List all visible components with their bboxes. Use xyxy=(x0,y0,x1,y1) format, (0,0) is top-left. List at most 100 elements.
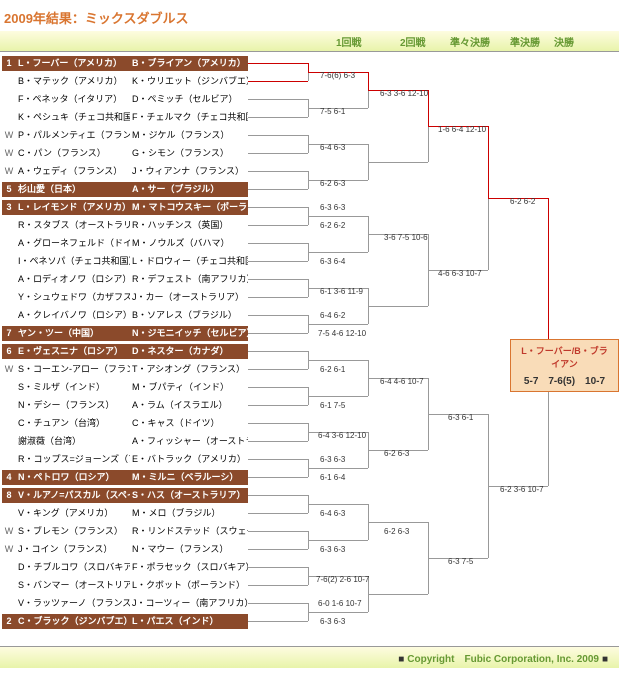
player1: R・スタブス（オーストラリア） xyxy=(16,218,130,233)
player1: 謝淑薇（台湾） xyxy=(16,434,130,449)
seed: W xyxy=(2,146,16,161)
bracket-line xyxy=(248,621,308,622)
bracket-line xyxy=(368,594,428,595)
player2: C・キャス（ドイツ） xyxy=(130,416,248,431)
player1: V・ラッツァーノ（フランス） xyxy=(16,596,130,611)
bracket-line xyxy=(308,360,368,361)
player1: P・パルメンティエ（フランス） xyxy=(16,128,130,143)
pair-row: WS・ブレモン（フランス）R・リンドステッド（スウェーデン） xyxy=(2,524,248,539)
bracket: 1L・フーバー（アメリカ）B・ブライアン（アメリカ）B・マテック（アメリカ）K・… xyxy=(0,56,619,646)
player1: S・コーエン-アロー（フランス） xyxy=(16,362,130,377)
seed xyxy=(2,434,16,449)
seed: 8 xyxy=(2,488,16,503)
player1: K・ペシュキ（チェコ共和国） xyxy=(16,110,130,125)
seed xyxy=(2,398,16,413)
bracket-line xyxy=(308,540,368,541)
player1: A・グローネフェルド（ドイツ） xyxy=(16,236,130,251)
seed xyxy=(2,74,16,89)
player1: A・クレイバノワ（ロシア） xyxy=(16,308,130,323)
seed xyxy=(2,452,16,467)
bracket-line xyxy=(248,531,308,532)
player2: G・シモン（フランス） xyxy=(130,146,248,161)
seed xyxy=(2,254,16,269)
bracket-line xyxy=(248,459,308,460)
bracket-line xyxy=(248,243,308,244)
score: 6-4 6-3 xyxy=(320,509,345,518)
seed xyxy=(2,272,16,287)
score: 6-3 7-5 xyxy=(448,557,473,566)
bracket-line xyxy=(308,468,368,469)
winner-name: L・フーバー/B・ブライアン xyxy=(517,344,612,370)
seed xyxy=(2,110,16,125)
bracket-line xyxy=(308,252,368,253)
score: 6-2 6-3 xyxy=(384,527,409,536)
player1: C・チュアン（台湾） xyxy=(16,416,130,431)
bracket-line xyxy=(248,135,308,136)
score: 7-6(2) 2-6 10-7 xyxy=(316,575,369,584)
score: 6-2 6-3 xyxy=(384,449,409,458)
player1: S・バンマー（オーストリア） xyxy=(16,578,130,593)
player2: R・デフェスト（南アフリカ） xyxy=(130,272,248,287)
player2: M・メロ（ブラジル） xyxy=(130,506,248,521)
pair-row: C・チュアン（台湾）C・キャス（ドイツ） xyxy=(2,416,248,431)
bracket-line xyxy=(248,369,308,370)
pair-row: WP・パルメンティエ（フランス）M・ジケル（フランス） xyxy=(2,128,248,143)
player2: E・バトラック（アメリカ） xyxy=(130,452,248,467)
player2: M・マトコウスキー（ポーランド） xyxy=(130,200,248,215)
pair-row: I・ペネソパ（チェコ共和国）L・ドロウィー（チェコ共和国） xyxy=(2,254,248,269)
player2: M・ジケル（フランス） xyxy=(130,128,248,143)
score: 6-2 6-2 xyxy=(320,221,345,230)
pair-row: WS・コーエン-アロー（フランス）T・アシオング（フランス） xyxy=(2,362,248,377)
bracket-line xyxy=(428,90,429,126)
player2: M・ミルニ（ベラルーシ） xyxy=(130,470,248,485)
col-3: 準決勝 xyxy=(510,34,540,49)
score: 6-2 3-6 10-7 xyxy=(500,485,544,494)
player2: J・コーツィー（南アフリカ） xyxy=(130,596,248,611)
pair-row: K・ペシュキ（チェコ共和国）F・チェルマク（チェコ共和国） xyxy=(2,110,248,125)
player2: M・ブパティ（インド） xyxy=(130,380,248,395)
bracket-line xyxy=(248,567,308,568)
pair-row: 3L・レイモンド（アメリカ）M・マトコウスキー（ポーランド） xyxy=(2,200,248,215)
player2: J・ウィアンナ（フランス） xyxy=(130,164,248,179)
player1: L・フーバー（アメリカ） xyxy=(16,56,130,71)
pair-row: 6E・ヴェスニナ（ロシア）D・ネスター（カナダ） xyxy=(2,344,248,359)
seed xyxy=(2,236,16,251)
score: 6-3 6-3 xyxy=(320,455,345,464)
score: 7-5 6-1 xyxy=(320,107,345,116)
pair-row: A・グローネフェルド（ドイツ）M・ノウルズ（バハマ） xyxy=(2,236,248,251)
bracket-line xyxy=(248,63,308,64)
bracket-line xyxy=(368,162,428,163)
pair-row: WC・パン（フランス）G・シモン（フランス） xyxy=(2,146,248,161)
seed: W xyxy=(2,128,16,143)
player2: D・ペミッチ（セルビア） xyxy=(130,92,248,107)
score: 4-6 6-3 10-7 xyxy=(438,269,482,278)
seed xyxy=(2,596,16,611)
player2: S・ハス（オーストラリア） xyxy=(130,488,248,503)
seed xyxy=(2,290,16,305)
player2: J・カー（オーストラリア） xyxy=(130,290,248,305)
pair-row: V・ラッツァーノ（フランス）J・コーツィー（南アフリカ） xyxy=(2,596,248,611)
pair-row: F・ペネッタ（イタリア）D・ペミッチ（セルビア） xyxy=(2,92,248,107)
player1: Y・シュウェドワ（カザフスタン） xyxy=(16,290,130,305)
score: 7-5 4-6 12-10 xyxy=(318,329,366,338)
player1: N・デシー（フランス） xyxy=(16,398,130,413)
score: 6-2 6-2 xyxy=(510,197,535,206)
score: 6-3 6-4 xyxy=(320,257,345,266)
seed: 6 xyxy=(2,344,16,359)
bracket-line xyxy=(248,225,308,226)
player2: B・ブライアン（アメリカ） xyxy=(130,56,248,71)
score: 6-4 3-6 12-10 xyxy=(318,431,366,440)
footer: ■Copyright Fubic Corporation, Inc. 2009■ xyxy=(0,646,619,668)
score: 6-3 6-3 xyxy=(320,203,345,212)
seed: 1 xyxy=(2,56,16,71)
col-0: 1回戦 xyxy=(336,34,362,49)
score: 6-1 7-5 xyxy=(320,401,345,410)
bracket-line xyxy=(248,387,308,388)
player2: B・ソアレス（ブラジル） xyxy=(130,308,248,323)
player1: S・ミルザ（インド） xyxy=(16,380,130,395)
bracket-line xyxy=(248,99,308,100)
seed xyxy=(2,308,16,323)
score: 6-2 6-1 xyxy=(320,365,345,374)
player2: M・ノウルズ（バハマ） xyxy=(130,236,248,251)
player2: L・ドロウィー（チェコ共和国） xyxy=(130,254,248,269)
